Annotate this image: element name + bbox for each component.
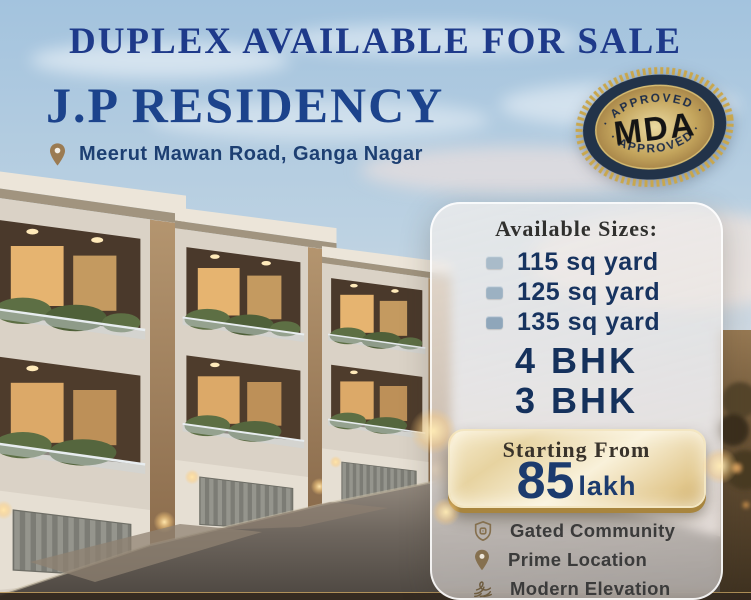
headline: DUPLEX AVAILABLE FOR SALE [68, 21, 683, 62]
project-name: J.P RESIDENCY [46, 77, 445, 133]
list-item: Gated Community [472, 519, 675, 543]
config-label: 3 BHK [514, 380, 639, 421]
location-pin-icon [475, 550, 489, 571]
mda-approved-badge: · APPROVED · · APPROVED · MDA [575, 67, 734, 188]
bullet-icon [486, 256, 503, 269]
feature-label: Modern Elevation [510, 578, 671, 600]
price-unit: lakh [578, 471, 637, 502]
photo-bottom-edge [0, 592, 751, 600]
location-text: Meerut Mawan Road, Ganga Nagar [79, 143, 423, 165]
bhk-configurations: 4 BHK 3 BHK [515, 341, 638, 421]
price-line: 85 lakh [516, 452, 637, 510]
feature-label: Prime Location [508, 549, 648, 571]
list-item: Modern Elevation [472, 577, 675, 600]
size-label: 125 sq yard [517, 278, 661, 306]
list-item: Prime Location [472, 548, 675, 572]
price-label: Starting From [502, 437, 651, 462]
sizes-list: 115 sq yard 125 sq yard 135 sq yard [486, 248, 661, 336]
price-badge: Starting From 85 lakh [447, 429, 706, 510]
shield-icon [474, 521, 492, 542]
size-label: 135 sq yard [517, 308, 661, 336]
list-item: 125 sq yard [486, 278, 661, 306]
location-pin-icon [49, 143, 66, 166]
config-label: 4 BHK [514, 340, 639, 381]
size-label: 115 sq yard [517, 248, 659, 276]
bullet-icon [486, 316, 503, 329]
features-list: Gated Community Prime Location Modern El… [472, 519, 675, 600]
bullet-icon [486, 286, 503, 299]
feature-label: Gated Community [510, 520, 676, 542]
price-amount: 85 [516, 452, 575, 510]
list-item: 115 sq yard [486, 248, 660, 276]
list-item: 135 sq yard [486, 308, 661, 336]
info-panel: Available Sizes: 115 sq yard 125 sq yard… [430, 202, 723, 600]
location-row: Meerut Mawan Road, Ganga Nagar [48, 142, 423, 167]
elevation-icon [474, 581, 492, 598]
sizes-title: Available Sizes: [495, 216, 658, 241]
